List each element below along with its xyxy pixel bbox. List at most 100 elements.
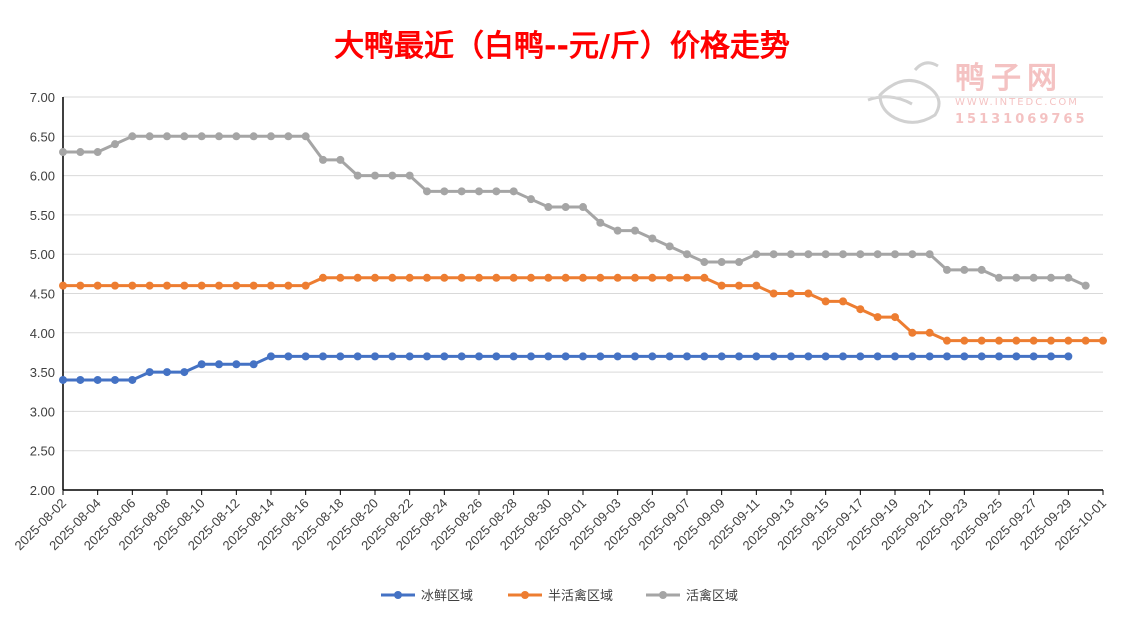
data-point	[267, 352, 275, 361]
data-point	[787, 250, 795, 259]
data-point	[839, 352, 847, 361]
data-point	[215, 281, 223, 290]
data-point	[804, 250, 813, 259]
data-point	[873, 250, 882, 259]
data-point	[371, 273, 379, 282]
data-point	[769, 352, 778, 361]
data-point	[908, 328, 917, 337]
data-point	[284, 281, 293, 290]
data-point	[163, 281, 171, 290]
data-point	[215, 360, 223, 369]
y-tick-label: 3.50	[30, 365, 55, 380]
data-point	[717, 352, 726, 361]
data-point	[821, 297, 830, 306]
data-point	[1029, 273, 1038, 282]
data-point	[93, 148, 102, 157]
data-point	[977, 336, 986, 345]
data-point	[232, 132, 241, 141]
data-point	[769, 250, 778, 259]
data-point	[821, 352, 830, 361]
data-point	[76, 281, 85, 290]
data-point	[249, 281, 258, 290]
data-point	[336, 273, 345, 282]
data-point	[873, 313, 882, 322]
y-tick-label: 7.00	[30, 90, 55, 105]
data-point	[93, 281, 102, 290]
data-point	[960, 265, 969, 274]
data-point	[943, 336, 951, 345]
data-point	[388, 352, 397, 361]
data-point	[700, 352, 709, 361]
data-point	[111, 140, 119, 149]
data-point	[509, 273, 518, 282]
data-point	[1029, 336, 1038, 345]
data-point	[388, 171, 397, 180]
data-point	[579, 352, 587, 361]
data-point	[267, 132, 275, 141]
data-point	[908, 250, 917, 259]
data-point	[371, 171, 379, 180]
data-point	[891, 352, 899, 361]
data-point	[995, 352, 1003, 361]
data-point	[527, 195, 535, 204]
data-point	[735, 258, 743, 267]
data-point	[388, 273, 397, 282]
data-point	[405, 171, 414, 180]
data-point	[960, 352, 969, 361]
legend-label: 半活禽区域	[548, 588, 613, 604]
data-point	[683, 352, 691, 361]
data-point	[613, 273, 622, 282]
data-point	[856, 352, 865, 361]
data-point	[596, 352, 605, 361]
data-point	[891, 313, 899, 322]
data-point	[527, 352, 535, 361]
data-point	[197, 281, 206, 290]
data-point	[561, 352, 570, 361]
data-point	[249, 360, 258, 369]
data-point	[839, 250, 847, 259]
data-point	[665, 352, 674, 361]
data-point	[631, 226, 639, 235]
data-point	[249, 132, 258, 141]
data-point	[787, 352, 795, 361]
data-point	[613, 352, 622, 361]
data-point	[1081, 281, 1090, 290]
data-point	[769, 289, 778, 298]
data-point	[423, 352, 431, 361]
data-point	[319, 352, 327, 361]
data-point	[475, 352, 483, 361]
data-point	[509, 352, 518, 361]
legend-label: 冰鲜区域	[421, 589, 473, 604]
data-point	[995, 336, 1003, 345]
data-point	[336, 155, 345, 164]
data-point	[197, 360, 206, 369]
data-point	[319, 273, 327, 282]
data-point	[1029, 352, 1038, 361]
data-point	[925, 250, 934, 259]
data-point	[683, 250, 691, 259]
data-point	[1064, 336, 1073, 345]
y-tick-label: 3.00	[30, 404, 55, 419]
data-point	[700, 258, 709, 267]
data-point	[700, 273, 709, 282]
data-point	[1012, 273, 1021, 282]
data-point	[267, 281, 275, 290]
y-tick-label: 2.50	[30, 444, 55, 459]
data-point	[752, 250, 761, 259]
data-point	[943, 265, 951, 274]
data-point	[284, 132, 293, 141]
data-point	[648, 352, 657, 361]
data-point	[856, 250, 865, 259]
y-tick-label: 6.00	[30, 169, 55, 184]
y-tick-label: 5.00	[30, 247, 55, 262]
y-tick-label: 4.00	[30, 326, 55, 341]
data-point	[631, 352, 639, 361]
data-point	[1012, 336, 1021, 345]
data-point	[787, 289, 795, 298]
data-point	[301, 281, 310, 290]
data-point	[925, 328, 934, 337]
duck-logo-icon	[867, 61, 941, 124]
data-point	[977, 352, 986, 361]
data-point	[561, 203, 570, 212]
data-point	[596, 218, 605, 227]
